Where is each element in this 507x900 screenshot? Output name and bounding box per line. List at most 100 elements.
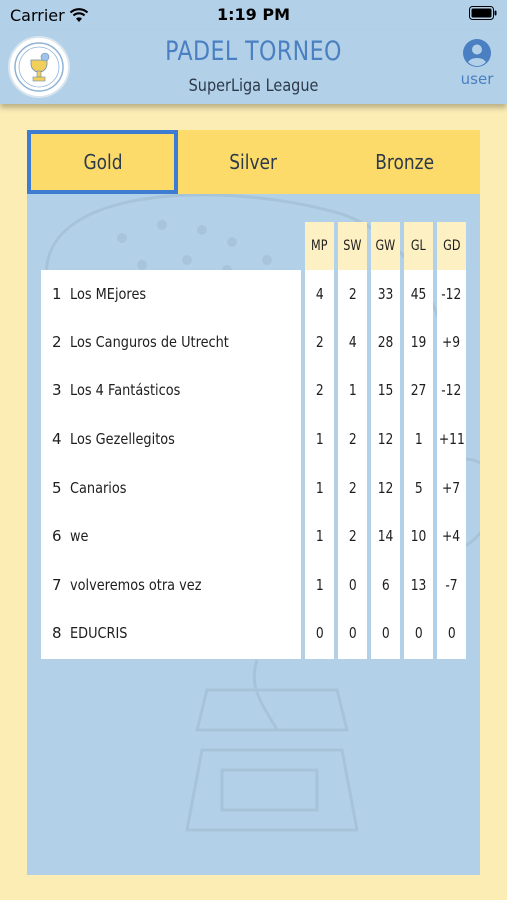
column-header-label: SW: [343, 238, 362, 254]
stat-value: +7: [442, 479, 461, 497]
stat-value: 10: [410, 527, 427, 545]
team-rank: 2: [52, 333, 62, 351]
stat-value: 12: [377, 430, 394, 448]
stat-cell: 0: [371, 609, 400, 657]
division-tabs: Gold Silver Bronze: [27, 130, 480, 194]
stat-column-mp: MP 4 2 2 1 1 1 1 0: [305, 222, 334, 659]
stat-value: 2: [348, 285, 357, 303]
team-row[interactable]: 7 volveremos otra vez: [41, 561, 301, 609]
team-rank: 7: [52, 576, 62, 594]
team-row[interactable]: 6 we: [41, 512, 301, 560]
stat-cell: +9: [437, 318, 466, 366]
stat-cell: 2: [338, 464, 367, 512]
team-row[interactable]: 1 Los MEjores: [41, 270, 301, 318]
team-name: Los 4 Fantásticos: [70, 381, 181, 399]
stat-value: 13: [410, 576, 427, 594]
stat-cell: +4: [437, 512, 466, 560]
user-label: user: [460, 70, 494, 88]
column-header-sw: SW: [338, 222, 367, 270]
stat-cell: 1: [305, 561, 334, 609]
stat-value: 2: [348, 430, 357, 448]
stat-value: 1: [348, 381, 357, 399]
stat-cell: 15: [371, 366, 400, 414]
team-name: Canarios: [70, 479, 127, 497]
app-title: PADEL TORNEO: [165, 36, 342, 67]
stat-cell: 13: [404, 561, 433, 609]
stat-cell: +11: [437, 415, 466, 463]
stat-cell: 5: [404, 464, 433, 512]
status-time: 1:19 PM: [216, 5, 290, 24]
stat-cell: 0: [305, 609, 334, 657]
stat-value: 28: [377, 333, 394, 351]
team-name: Los MEjores: [70, 285, 147, 303]
team-name: we: [70, 527, 89, 545]
app-header: PADEL TORNEO SuperLiga League user: [0, 30, 507, 104]
stat-value: +4: [442, 527, 461, 545]
stat-cell: 0: [404, 609, 433, 657]
team-name: EDUCRIS: [70, 624, 128, 642]
stat-cell: 4: [338, 318, 367, 366]
stat-cell: 2: [305, 366, 334, 414]
team-rank: 3: [52, 381, 62, 399]
standings-panel: Gold Silver Bronze 1 Los MEjores 2 Los Can…: [27, 130, 480, 875]
stat-value: -12: [441, 285, 462, 303]
stat-cell: -7: [437, 561, 466, 609]
stat-value: 4: [348, 333, 357, 351]
stat-cell: 19: [404, 318, 433, 366]
stat-value: 2: [348, 527, 357, 545]
stat-value: 12: [377, 479, 394, 497]
tab-gold[interactable]: Gold: [27, 130, 178, 194]
league-subtitle: SuperLiga League: [188, 76, 319, 96]
stat-column-gd: GD -12 +9 -12 +11 +7 +4 -7 0: [437, 222, 466, 659]
stat-value: -7: [445, 576, 458, 594]
stat-cell: 2: [338, 270, 367, 318]
stat-value: 0: [315, 624, 324, 642]
status-bar: Carrier 1:19 PM: [0, 0, 507, 30]
stat-value: 27: [410, 381, 427, 399]
stat-cell: 14: [371, 512, 400, 560]
stat-value: 1: [315, 576, 324, 594]
tab-silver-label: Silver: [229, 150, 278, 174]
stat-value: 14: [377, 527, 394, 545]
team-name: volveremos otra vez: [70, 576, 202, 594]
stat-value: 1: [315, 527, 324, 545]
team-name: Los Gezellegitos: [70, 430, 175, 448]
stat-value: 1: [414, 430, 423, 448]
stat-cell: 4: [305, 270, 334, 318]
stat-cell: 1: [305, 512, 334, 560]
stat-value: 1: [315, 479, 324, 497]
stat-column-gl: GL 45 19 27 1 5 10 13 0: [404, 222, 433, 659]
stat-cell: 12: [371, 415, 400, 463]
tab-bronze-label: Bronze: [375, 150, 434, 174]
tab-gold-label: Gold: [82, 150, 123, 174]
team-row[interactable]: 5 Canarios: [41, 464, 301, 512]
team-row[interactable]: 3 Los 4 Fantásticos: [41, 366, 301, 414]
team-row[interactable]: 4 Los Gezellegitos: [41, 415, 301, 463]
stat-value: 15: [377, 381, 394, 399]
team-row[interactable]: 8 EDUCRIS: [41, 609, 301, 657]
column-header-gl: GL: [404, 222, 433, 270]
stat-value: -12: [441, 381, 462, 399]
team-rank: 8: [52, 624, 62, 642]
stat-column-sw: SW 2 4 1 2 2 2 0 0: [338, 222, 367, 659]
stat-value: 0: [414, 624, 423, 642]
stat-cell: 2: [338, 415, 367, 463]
team-row[interactable]: 2 Los Canguros de Utrecht: [41, 318, 301, 366]
stat-value: 1: [315, 430, 324, 448]
stat-cell: 1: [338, 366, 367, 414]
stat-cell: 33: [371, 270, 400, 318]
stat-value: 0: [381, 624, 390, 642]
user-button[interactable]: user: [455, 38, 499, 96]
tab-bronze[interactable]: Bronze: [329, 130, 480, 194]
battery-icon: [469, 6, 497, 20]
padel-logo[interactable]: [8, 36, 70, 98]
stat-cell: 1: [305, 464, 334, 512]
tab-silver[interactable]: Silver: [178, 130, 329, 194]
stat-cell: 10: [404, 512, 433, 560]
stat-cell: 0: [338, 561, 367, 609]
column-header-gw: GW: [371, 222, 400, 270]
stat-cell: -12: [437, 270, 466, 318]
column-header-label: MP: [311, 238, 328, 254]
stat-value: 0: [348, 624, 357, 642]
